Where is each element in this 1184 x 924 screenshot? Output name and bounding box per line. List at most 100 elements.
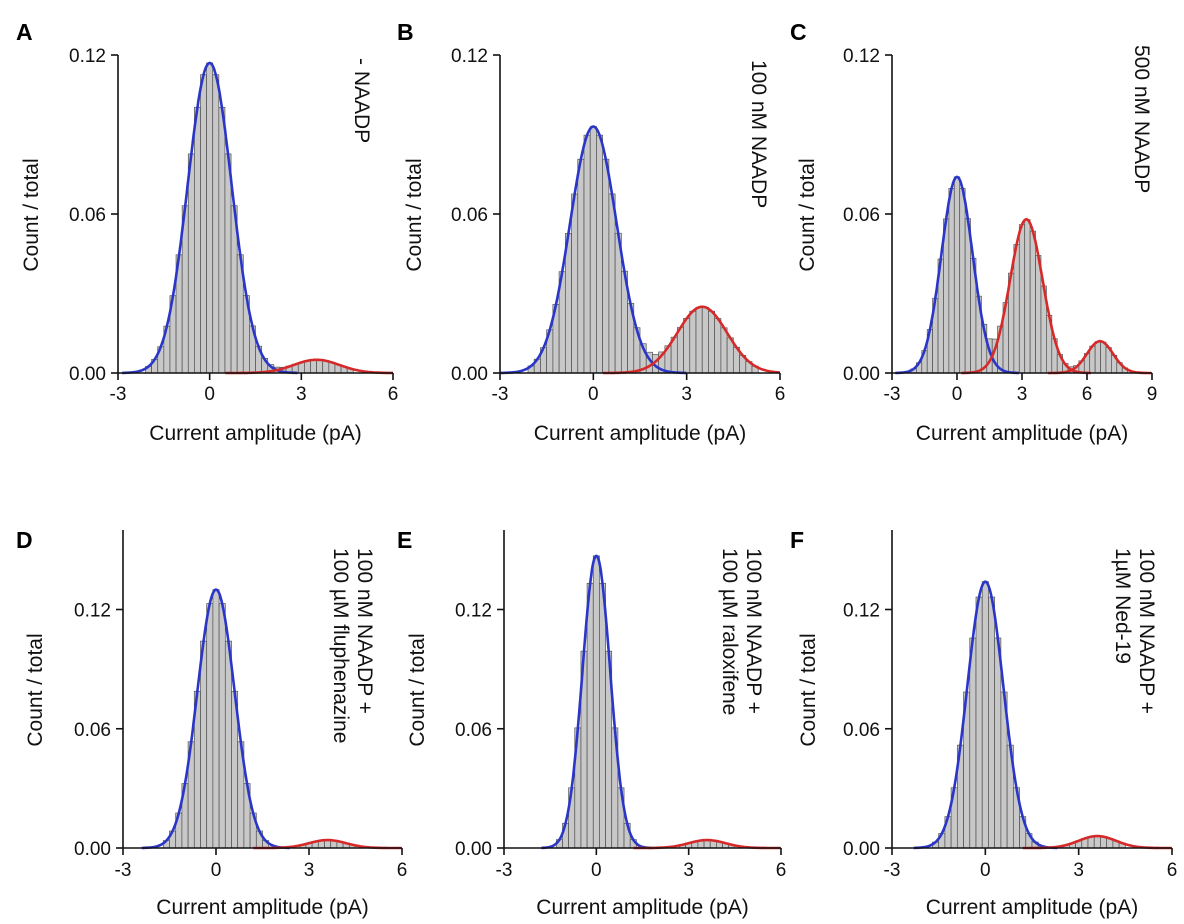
x-tick-label: 6	[776, 860, 787, 881]
x-tick-label: 6	[1082, 384, 1093, 405]
histogram-bar	[224, 640, 232, 849]
y-tick-label: 0.06	[69, 205, 106, 226]
histogram-bar	[701, 306, 709, 374]
histogram-bar	[304, 360, 311, 374]
condition-label: 100 µM fluphenazine	[329, 548, 352, 743]
histogram-bars	[162, 589, 356, 849]
y-tick-label: 0.00	[843, 839, 880, 860]
x-tick-label: 6	[388, 384, 399, 405]
y-tick-label: 0.06	[843, 205, 880, 226]
histogram-bar	[212, 74, 220, 374]
y-axis-label: Count / total	[797, 633, 820, 746]
histogram-bar	[994, 637, 1002, 849]
histogram-bars	[910, 176, 1128, 374]
x-axis-label: Current amplitude (pA)	[916, 422, 1128, 445]
histogram-bar	[200, 74, 207, 374]
histogram-bar	[1093, 835, 1101, 849]
x-tick-label: -3	[110, 384, 127, 405]
histogram-bar	[224, 153, 232, 374]
histogram-bar	[689, 310, 697, 374]
histogram-bar	[714, 318, 722, 374]
y-axis-label: Count / total	[403, 158, 426, 271]
histogram-bar	[1029, 230, 1036, 374]
closed-state-fit-curve	[540, 554, 653, 850]
histogram-bar	[583, 134, 591, 374]
y-axis-label: Count / total	[20, 158, 43, 271]
histogram-bar	[200, 640, 208, 849]
closed-state-fit-curve	[894, 175, 1020, 375]
histogram-bar	[695, 306, 703, 374]
histogram-bar	[959, 187, 966, 374]
condition-label: 500 nM NAADP	[1130, 45, 1153, 193]
x-axis-label: Current amplitude (pA)	[926, 896, 1138, 919]
closed-state-fit-curve	[141, 588, 291, 850]
x-tick-label: 6	[1167, 860, 1178, 881]
histogram-bars	[932, 581, 1126, 849]
histogram-bar	[602, 158, 610, 374]
histogram-bar	[1018, 224, 1026, 374]
closed-state-fit-curve	[913, 580, 1058, 850]
x-tick-label: 6	[397, 860, 408, 881]
y-tick-label: 0.06	[843, 720, 880, 741]
panel-letter: E	[397, 527, 412, 553]
open-state-fit-curve-2	[1047, 339, 1152, 375]
histogram-bar	[586, 582, 594, 849]
panel-letter: C	[790, 19, 807, 45]
histogram-bar	[194, 106, 201, 374]
histogram-bar	[948, 188, 955, 374]
histogram-bar	[708, 310, 716, 374]
histogram-bar	[218, 603, 226, 849]
x-tick-label: -3	[496, 860, 513, 881]
x-tick-label: 3	[304, 860, 315, 881]
x-axis-label: Current amplitude (pA)	[536, 896, 748, 919]
x-tick-label: -3	[884, 384, 901, 405]
y-axis-label: Count / total	[406, 633, 429, 746]
panel-e: E -3 0 3 6 0.00 0.06 0.12 Current amplitude (pA)…	[397, 527, 786, 919]
y-tick-label: 0.12	[69, 46, 106, 67]
y-tick-label: 0.00	[843, 364, 880, 385]
x-tick-label: 3	[1017, 384, 1028, 405]
histogram-bar	[571, 193, 579, 374]
condition-label: - NAADP	[350, 58, 373, 143]
y-tick-label: 0.06	[451, 205, 488, 226]
y-tick-label: 0.00	[74, 839, 111, 860]
histogram-bar	[592, 555, 600, 849]
open-state-fit-curve-1	[960, 218, 1092, 375]
x-tick-label: 0	[952, 384, 963, 405]
condition-label: 1µM Ned-19	[1111, 548, 1134, 664]
histogram-bar	[206, 603, 214, 849]
panel-c: C -3 0 3 6 9 0.00 0.06 0.12 Current amplitude (pA…	[790, 19, 1157, 445]
histogram-bar	[1094, 341, 1101, 374]
histogram-bar	[988, 596, 996, 849]
y-tick-label: 0.12	[455, 601, 492, 622]
histogram-bar	[577, 158, 585, 374]
panel-letter: F	[790, 527, 804, 553]
x-tick-label: 0	[204, 384, 215, 405]
histogram-bars	[555, 555, 736, 849]
histogram-bar	[720, 327, 728, 374]
histogram-bar	[206, 62, 214, 374]
y-tick-label: 0.06	[455, 720, 492, 741]
histogram-bar	[599, 582, 606, 849]
y-tick-label: 0.00	[455, 839, 492, 860]
histogram-bar	[981, 581, 989, 849]
x-tick-label: 6	[775, 384, 786, 405]
histogram-bar	[1024, 219, 1031, 374]
panel-letter: B	[397, 19, 414, 45]
y-axis-label: Count / total	[24, 633, 47, 746]
x-tick-label: 9	[1147, 384, 1158, 405]
open-state-fit-curve-1	[602, 305, 781, 375]
x-tick-label: 0	[211, 860, 222, 881]
y-tick-label: 0.12	[843, 601, 880, 622]
y-tick-label: 0.12	[74, 601, 111, 622]
y-tick-label: 0.00	[451, 364, 488, 385]
histogram-bar	[1100, 341, 1107, 374]
y-axis-label: Count / total	[796, 158, 819, 271]
histogram-bar	[1013, 244, 1020, 374]
histogram-bar	[676, 327, 684, 374]
panel-letter: D	[16, 527, 33, 553]
histogram-bar	[212, 589, 220, 849]
x-tick-label: 3	[1073, 860, 1084, 881]
condition-label: 100 nM NAADP	[747, 60, 770, 208]
